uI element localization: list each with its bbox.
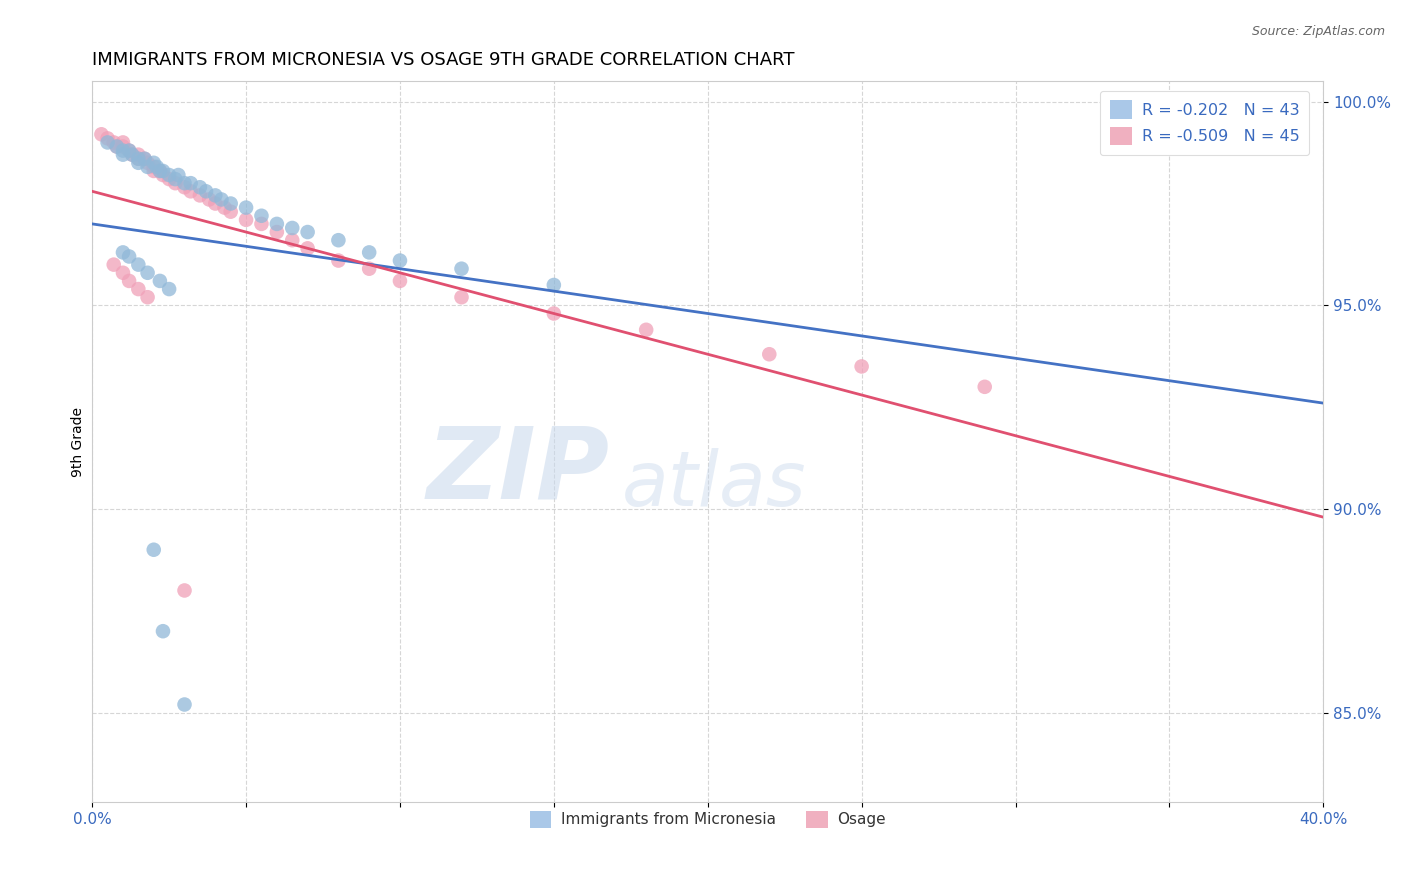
Point — [142, 164, 165, 178]
Point — [297, 241, 319, 255]
Point — [173, 698, 195, 712]
Point — [149, 274, 172, 288]
Point — [281, 221, 304, 235]
Point — [851, 359, 873, 374]
Text: IMMIGRANTS FROM MICRONESIA VS OSAGE 9TH GRADE CORRELATION CHART: IMMIGRANTS FROM MICRONESIA VS OSAGE 9TH … — [93, 51, 794, 69]
Point — [328, 253, 350, 268]
Point — [543, 278, 565, 293]
Point — [121, 147, 143, 161]
Point — [388, 274, 411, 288]
Point — [142, 160, 165, 174]
Point — [266, 217, 288, 231]
Point — [180, 176, 202, 190]
Legend: Immigrants from Micronesia, Osage: Immigrants from Micronesia, Osage — [524, 805, 891, 834]
Point — [142, 156, 165, 170]
Point — [149, 164, 172, 178]
Point — [118, 274, 141, 288]
Point — [328, 233, 350, 247]
Point — [173, 583, 195, 598]
Point — [127, 147, 149, 161]
Point — [127, 156, 149, 170]
Point — [111, 245, 134, 260]
Point — [103, 136, 125, 150]
Point — [167, 168, 190, 182]
Point — [758, 347, 780, 361]
Point — [198, 193, 221, 207]
Point — [219, 204, 242, 219]
Point — [157, 282, 180, 296]
Point — [359, 245, 381, 260]
Point — [118, 144, 141, 158]
Point — [111, 266, 134, 280]
Point — [204, 188, 226, 202]
Text: ZIP: ZIP — [426, 422, 609, 519]
Point — [111, 139, 134, 153]
Point — [973, 380, 995, 394]
Point — [359, 261, 381, 276]
Point — [188, 180, 211, 194]
Y-axis label: 9th Grade: 9th Grade — [72, 407, 86, 477]
Point — [136, 266, 159, 280]
Point — [136, 160, 159, 174]
Point — [173, 176, 195, 190]
Point — [127, 258, 149, 272]
Point — [204, 196, 226, 211]
Point — [118, 250, 141, 264]
Point — [157, 168, 180, 182]
Point — [180, 184, 202, 198]
Point — [388, 253, 411, 268]
Point — [281, 233, 304, 247]
Point — [165, 172, 187, 186]
Point — [152, 624, 174, 639]
Point — [188, 188, 211, 202]
Point — [250, 217, 273, 231]
Point — [636, 323, 658, 337]
Point — [127, 152, 149, 166]
Point — [90, 128, 112, 142]
Point — [142, 542, 165, 557]
Point — [152, 168, 174, 182]
Point — [111, 147, 134, 161]
Text: atlas: atlas — [621, 448, 806, 522]
Point — [136, 156, 159, 170]
Point — [105, 139, 128, 153]
Point — [250, 209, 273, 223]
Point — [235, 201, 257, 215]
Point — [157, 172, 180, 186]
Point — [136, 290, 159, 304]
Point — [165, 176, 187, 190]
Text: Source: ZipAtlas.com: Source: ZipAtlas.com — [1251, 25, 1385, 38]
Point — [450, 261, 472, 276]
Point — [127, 282, 149, 296]
Point — [103, 258, 125, 272]
Point — [219, 196, 242, 211]
Point — [235, 212, 257, 227]
Point — [97, 131, 120, 145]
Point — [146, 160, 169, 174]
Point — [297, 225, 319, 239]
Point — [266, 225, 288, 239]
Point — [111, 144, 134, 158]
Point — [543, 306, 565, 320]
Point — [134, 152, 156, 166]
Point — [134, 152, 156, 166]
Point — [97, 136, 120, 150]
Point — [173, 180, 195, 194]
Point — [149, 164, 172, 178]
Point — [211, 193, 233, 207]
Point — [214, 201, 236, 215]
Point — [127, 152, 149, 166]
Point — [152, 164, 174, 178]
Point — [118, 144, 141, 158]
Point — [121, 147, 143, 161]
Point — [195, 184, 218, 198]
Point — [450, 290, 472, 304]
Point — [111, 136, 134, 150]
Point — [105, 139, 128, 153]
